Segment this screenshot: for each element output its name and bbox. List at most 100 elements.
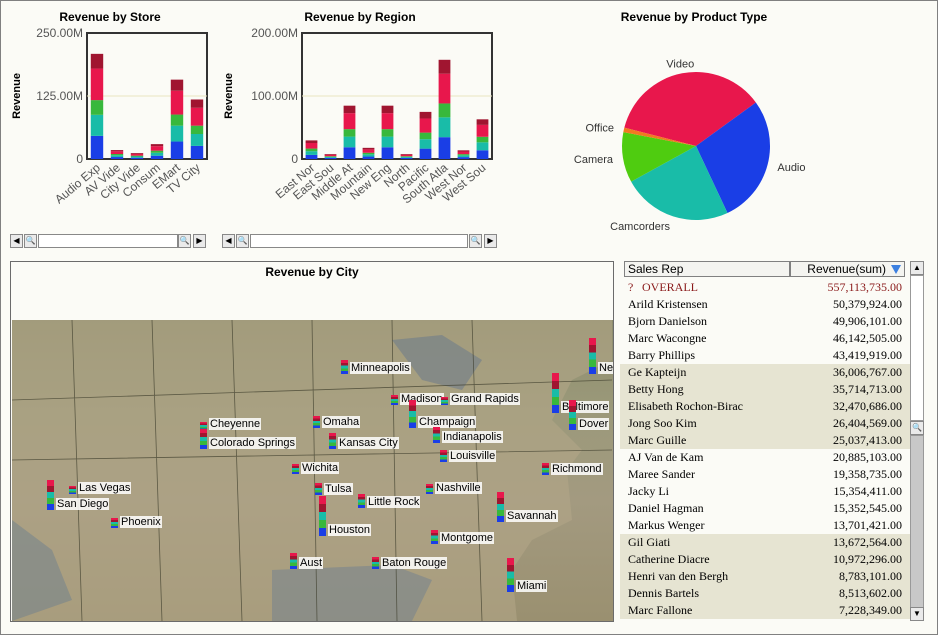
- city-marker[interactable]: [292, 464, 299, 474]
- bar-segment: [381, 129, 394, 137]
- bar[interactable]: [150, 144, 164, 159]
- city-marker[interactable]: [409, 400, 416, 428]
- bar[interactable]: [190, 99, 204, 159]
- city-marker[interactable]: [200, 422, 207, 430]
- city-marker[interactable]: [319, 496, 326, 536]
- table-row[interactable]: Elisabeth Rochon-Birac 32,470,686.00: [620, 398, 910, 415]
- bar-segment: [150, 146, 164, 151]
- table-row[interactable]: Gil Giati 13,672,564.00: [620, 534, 910, 551]
- city-marker[interactable]: [441, 397, 448, 405]
- table-row[interactable]: Bjorn Danielson 49,906,101.00: [620, 313, 910, 330]
- bar[interactable]: [400, 154, 413, 159]
- city-marker[interactable]: [290, 553, 297, 569]
- sort-desc-icon[interactable]: [891, 265, 901, 274]
- zoom-out-icon[interactable]: 🔍: [24, 234, 37, 248]
- table-row[interactable]: Betty Hong 35,714,713.00: [620, 381, 910, 398]
- city-marker[interactable]: [569, 400, 576, 430]
- city-marker[interactable]: [329, 433, 336, 449]
- table-row[interactable]: Marc Guille 25,037,413.00: [620, 432, 910, 449]
- bar[interactable]: [305, 140, 318, 159]
- col-revenue-header[interactable]: Revenue(sum): [790, 261, 905, 277]
- city-marker[interactable]: [111, 518, 118, 528]
- table-row[interactable]: Henri van den Bergh 8,783,101.00: [620, 568, 910, 585]
- scroll-right-icon[interactable]: ▶: [484, 234, 497, 248]
- zoom-out-icon[interactable]: 🔍: [236, 234, 249, 248]
- col-sales-rep-header[interactable]: Sales Rep: [624, 261, 790, 277]
- table-row[interactable]: Dennis Bartels 8,513,602.00: [620, 585, 910, 602]
- bar[interactable]: [324, 154, 337, 159]
- revenue-value: 19,358,735.00: [833, 467, 902, 481]
- table-row[interactable]: Ge Kapteijn 36,006,767.00: [620, 364, 910, 381]
- bar[interactable]: [438, 59, 451, 159]
- us-map[interactable]: Minneapolis Madison Grand Rapids Cheyenne Om…: [12, 320, 613, 621]
- city-marker[interactable]: [313, 416, 320, 428]
- pie-slice[interactable]: [696, 102, 770, 213]
- city-marker[interactable]: [426, 484, 433, 494]
- bar[interactable]: [381, 105, 394, 159]
- city-marker[interactable]: [358, 494, 365, 508]
- pie-slice[interactable]: [623, 127, 696, 146]
- pie-slice[interactable]: [631, 146, 728, 220]
- table-row[interactable]: Daniel Hagman 15,352,545.00: [620, 500, 910, 517]
- city-marker[interactable]: [315, 483, 322, 495]
- city-marker[interactable]: [372, 557, 379, 569]
- table-row[interactable]: Marc Fallone 7,228,349.00: [620, 602, 910, 619]
- bar[interactable]: [343, 105, 356, 159]
- scroll-track[interactable]: [910, 275, 924, 421]
- city-marker[interactable]: [391, 395, 398, 405]
- bar-segment: [90, 68, 104, 101]
- scroll-track[interactable]: [250, 234, 468, 248]
- bar[interactable]: [457, 150, 470, 159]
- table-row[interactable]: ? OVERALL 557,113,735.00: [620, 279, 910, 296]
- region-chart-scrollbar[interactable]: ◀ 🔍 🔍 ▶: [222, 234, 500, 248]
- city-marker[interactable]: [440, 450, 447, 462]
- bar-segment: [150, 152, 164, 156]
- scroll-thumb[interactable]: [910, 435, 924, 609]
- city-marker[interactable]: [69, 486, 76, 494]
- city-marker[interactable]: [542, 463, 549, 475]
- scroll-right-icon[interactable]: ▶: [193, 234, 206, 248]
- store-chart-scrollbar[interactable]: ◀ 🔍 🔍 ▶: [10, 234, 210, 248]
- bar[interactable]: [110, 150, 124, 159]
- table-row[interactable]: Maree Sander 19,358,735.00: [620, 466, 910, 483]
- table-row[interactable]: AJ Van de Kam 20,885,103.00: [620, 449, 910, 466]
- city-marker[interactable]: [589, 338, 596, 374]
- bar[interactable]: [476, 119, 489, 159]
- table-row[interactable]: Jacky Li 15,354,411.00: [620, 483, 910, 500]
- zoom-in-icon[interactable]: 🔍: [469, 234, 482, 248]
- scroll-left-icon[interactable]: ◀: [222, 234, 235, 248]
- scroll-up-icon[interactable]: ▲: [910, 261, 924, 275]
- bar-segment: [324, 154, 337, 157]
- zoom-in-icon[interactable]: 🔍: [178, 234, 191, 248]
- city-marker[interactable]: [431, 530, 438, 544]
- y-tick-label: 100.00M: [251, 89, 298, 103]
- city-marker[interactable]: [341, 360, 348, 374]
- table-row[interactable]: Jong Soo Kim 26,404,569.00: [620, 415, 910, 432]
- bar[interactable]: [130, 153, 144, 159]
- city-marker[interactable]: [497, 492, 504, 522]
- bar[interactable]: [90, 53, 104, 159]
- city-label: Miami: [516, 580, 548, 592]
- city-marker[interactable]: [47, 480, 54, 510]
- zoom-icon[interactable]: 🔍: [910, 421, 924, 435]
- city-marker[interactable]: [552, 373, 559, 413]
- city-marker[interactable]: [200, 429, 207, 449]
- pie-slice[interactable]: [624, 71, 756, 146]
- scroll-track[interactable]: [38, 234, 178, 248]
- scroll-down-icon[interactable]: ▼: [910, 607, 924, 621]
- table-row[interactable]: Marc Wacongne 46,142,505.00: [620, 330, 910, 347]
- bar-segment: [90, 135, 104, 159]
- pie-slice[interactable]: [622, 132, 696, 182]
- bar[interactable]: [362, 147, 375, 159]
- scroll-left-icon[interactable]: ◀: [10, 234, 23, 248]
- bar-segment: [130, 155, 144, 157]
- bar[interactable]: [419, 111, 432, 159]
- table-scrollbar[interactable]: ▲ 🔍 ▼: [910, 261, 924, 621]
- table-row[interactable]: Markus Wenger 13,701,421.00: [620, 517, 910, 534]
- table-row[interactable]: Barry Phillips 43,419,919.00: [620, 347, 910, 364]
- city-marker[interactable]: [433, 427, 440, 443]
- bar[interactable]: [170, 79, 184, 159]
- city-marker[interactable]: [507, 558, 514, 592]
- table-row[interactable]: Catherine Diacre 10,972,296.00: [620, 551, 910, 568]
- table-row[interactable]: Arild Kristensen 50,379,924.00: [620, 296, 910, 313]
